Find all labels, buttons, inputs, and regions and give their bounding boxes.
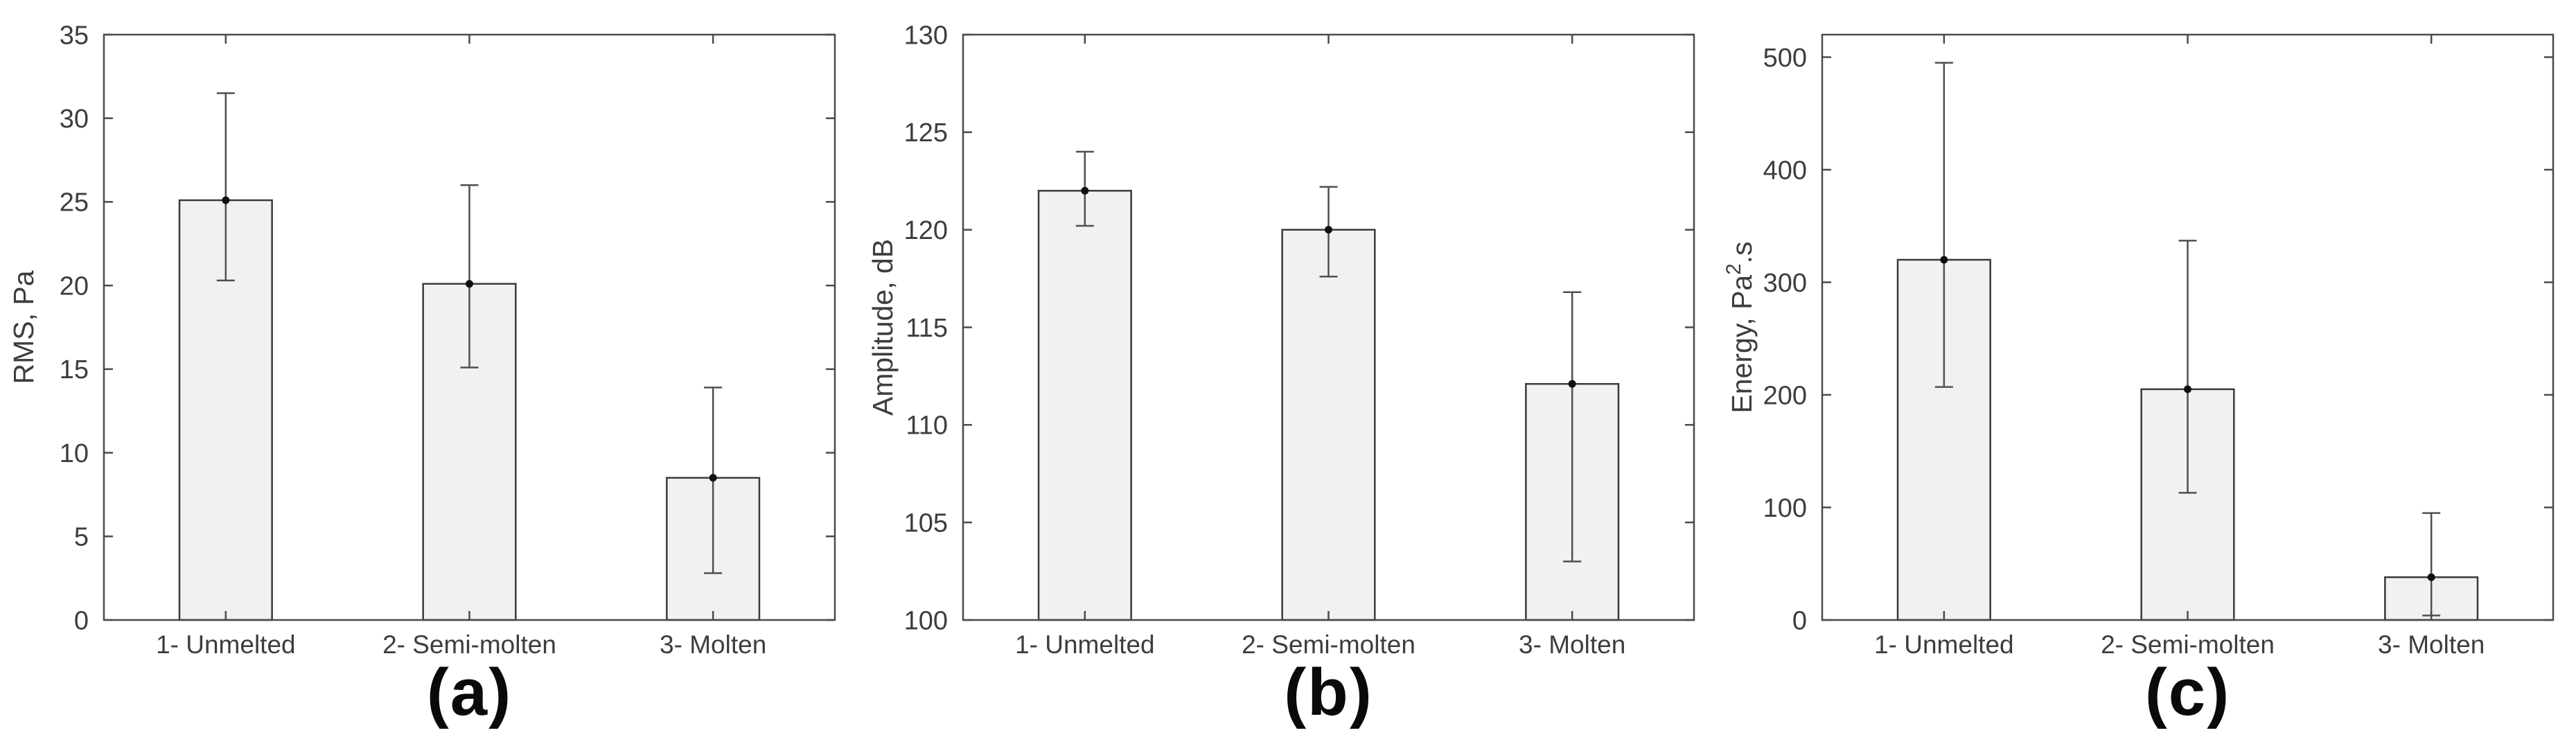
y-tick-label: 125 [904, 118, 948, 148]
error-bar-1- Unmelted [1934, 62, 1953, 388]
bar-2- Semi-molten [2140, 388, 2235, 621]
x-tick-label: 2- Semi-molten [1242, 630, 1415, 659]
y-tick-label: 30 [60, 105, 89, 134]
y-tick-label: 10 [60, 439, 89, 468]
y-tick-label: 105 [904, 508, 948, 538]
y-tick-label: 0 [1792, 606, 1807, 635]
x-tick-label: 2- Semi-molten [382, 630, 556, 659]
bar-2- Semi-molten [1281, 229, 1376, 621]
error-bar-2- Semi-molten [460, 184, 479, 369]
mean-marker [1325, 226, 1332, 234]
y-tick-label: 20 [60, 272, 89, 301]
y-axis-label: Amplitude, dB [867, 239, 899, 416]
x-tick-label: 2- Semi-molten [2101, 630, 2275, 659]
x-tick-label: 1- Unmelted [1874, 630, 2014, 659]
bar-1- Unmelted [1037, 190, 1132, 621]
y-tick-label: 200 [1763, 381, 1807, 410]
y-tick-label: 130 [904, 21, 948, 50]
y-tick-label: 100 [904, 606, 948, 635]
panel-a: 0 5 10 15 20 25 30 35 1- Unmelted 2- Semi-molten 3… [0, 0, 859, 753]
x-tick-label: 3- Molten [2378, 630, 2485, 659]
panel-a-letter: (a) [426, 655, 513, 729]
panel-b-chart: 100 105 110 115 120 125 130 1- Unmelted 2- Semi-… [867, 21, 1695, 659]
mean-marker [709, 474, 717, 482]
mean-marker [2427, 573, 2435, 581]
y-tick-label: 5 [74, 523, 89, 552]
y-axis-label: RMS, Pa [8, 270, 39, 384]
mean-marker [2184, 385, 2191, 393]
panel-c-letter: (c) [2144, 655, 2231, 729]
mean-marker [1081, 186, 1089, 195]
y-tick-label: 100 [1763, 494, 1807, 523]
panel-b-letter: (b) [1284, 655, 1373, 729]
panel-b: 100 105 110 115 120 125 130 1- Unmelted 2- Semi-… [859, 0, 1718, 753]
y-tick-label: 120 [904, 216, 948, 245]
y-tick-label: 300 [1763, 269, 1807, 298]
panel-a-chart: 0 5 10 15 20 25 30 35 1- Unmelted 2- Semi-molten 3… [8, 21, 836, 659]
y-axis-label: Energy, Pa2.s [1722, 241, 1758, 413]
mean-marker [222, 196, 230, 204]
error-bar-2- Semi-molten [2178, 240, 2197, 494]
mean-marker [466, 280, 473, 288]
x-tick-label: 3- Molten [1519, 630, 1625, 659]
error-bar-1- Unmelted [216, 92, 235, 282]
panel-c-chart: 0 100 200 300 400 500 1- Unmelted 2- Semi-molte… [1722, 33, 2555, 659]
y-tick-label: 35 [60, 21, 89, 50]
y-tick-label: 25 [60, 188, 89, 218]
y-tick-label: 400 [1763, 156, 1807, 185]
mean-marker [1568, 380, 1576, 388]
y-tick-label: 0 [74, 606, 89, 635]
y-tick-label: 115 [906, 314, 948, 343]
y-tick-label: 15 [60, 355, 89, 384]
x-tick-label: 3- Molten [660, 630, 766, 659]
mean-marker [1940, 256, 1948, 264]
panel-c: 0 100 200 300 400 500 1- Unmelted 2- Semi-molte… [1718, 0, 2576, 753]
y-tick-label: 500 [1763, 44, 1807, 73]
error-bar-3- Molten [1563, 291, 1582, 562]
x-tick-label: 1- Unmelted [1015, 630, 1155, 659]
x-tick-label: 1- Unmelted [156, 630, 296, 659]
y-tick-label: 110 [906, 411, 948, 441]
